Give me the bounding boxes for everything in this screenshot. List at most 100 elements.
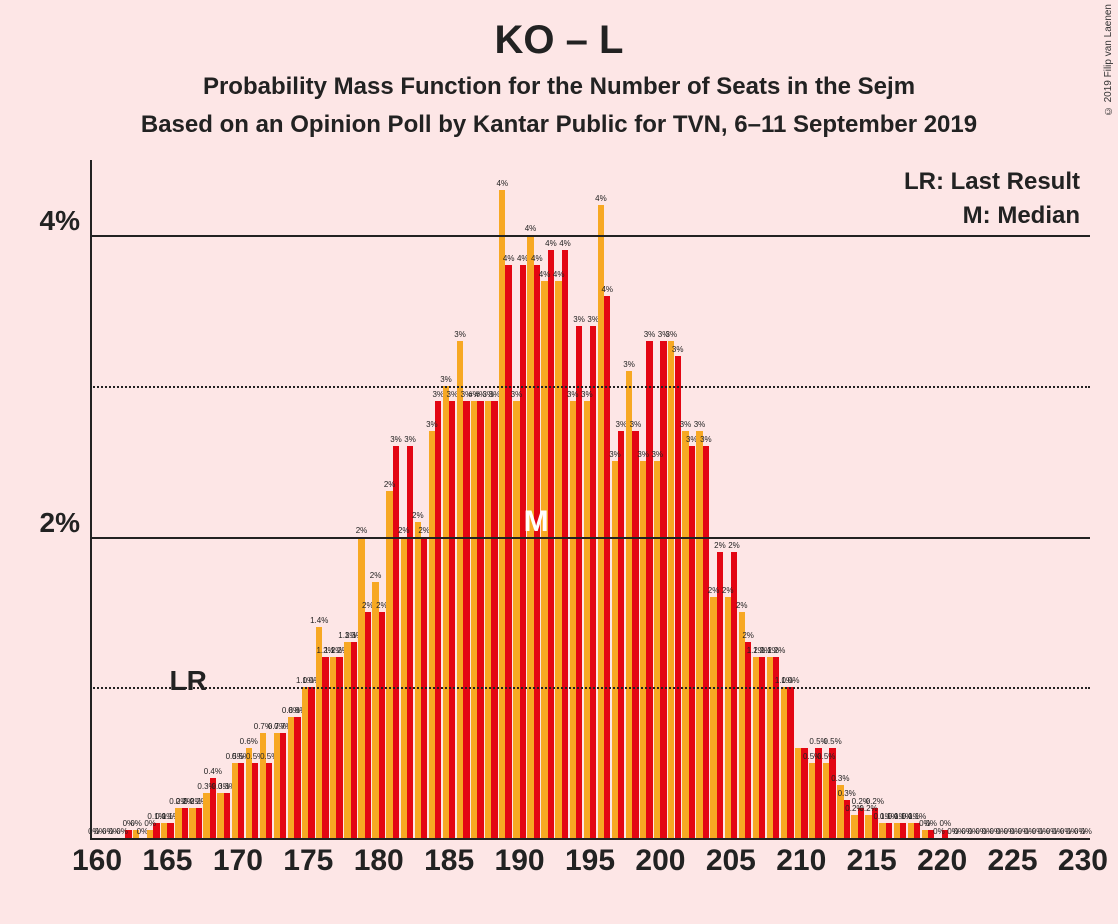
bar-series-b [463, 401, 469, 838]
bar-series-b [196, 808, 202, 838]
bar-series-b [660, 341, 666, 838]
bar-series-b [238, 763, 244, 838]
bar-series-b [280, 733, 286, 838]
bar-series-b [632, 431, 638, 838]
x-tick-label: 190 [495, 844, 545, 878]
bar-series-b [815, 748, 821, 838]
bar-series-b [505, 265, 511, 838]
bar-value-label: 1.0% [775, 676, 805, 685]
x-tick-label: 215 [847, 844, 897, 878]
gridline-major [90, 537, 1090, 539]
bar-series-b [351, 642, 357, 838]
chart-title: KO – L [0, 18, 1118, 63]
bar-series-b [787, 687, 793, 838]
bar-series-b [534, 265, 540, 838]
bar-value-label: 4% [592, 285, 622, 294]
x-tick-label: 205 [706, 844, 756, 878]
bar-value-label: 4% [550, 239, 580, 248]
copyright-text: © 2019 Filip van Laenen [1103, 4, 1114, 116]
bar-value-label: 3% [614, 360, 644, 369]
bar-value-label: 0.4% [198, 767, 228, 776]
x-tick-label: 170 [213, 844, 263, 878]
gridline-major [90, 235, 1090, 237]
bar-series-b [393, 446, 399, 838]
y-tick-label: 4% [20, 205, 80, 237]
bar-series-b [886, 823, 892, 838]
x-tick-label: 210 [776, 844, 826, 878]
bar-series-b [365, 612, 371, 838]
x-axis [90, 838, 1090, 840]
bar-series-b [759, 657, 765, 838]
bar-series-b [266, 763, 272, 838]
bar-series-b [294, 717, 300, 838]
bar-value-label: 4% [544, 270, 574, 279]
bar-series-b [590, 326, 596, 838]
bar-value-label: 0.2% [860, 797, 890, 806]
bar-series-b [322, 657, 328, 838]
bar-value-label: 4% [487, 179, 517, 188]
gridline-minor [90, 687, 1090, 689]
x-tick-label: 160 [72, 844, 122, 878]
bar-series-b [689, 446, 695, 838]
bar-series-b [477, 401, 483, 838]
x-tick-label: 175 [283, 844, 333, 878]
x-tick-label: 165 [142, 844, 192, 878]
bar-value-label: 0.5% [811, 752, 841, 761]
bar-series-b [520, 265, 526, 838]
bar-series-b [801, 748, 807, 838]
titles: KO – L Probability Mass Function for the… [0, 0, 1118, 139]
bar-value-label: 4% [586, 194, 616, 203]
bar-series-b [576, 326, 582, 838]
x-tick-label: 195 [565, 844, 615, 878]
bar-value-label: 2% [719, 541, 749, 550]
bar-series-b [604, 296, 610, 838]
bar-value-label: 3% [663, 345, 693, 354]
gridline-minor [90, 386, 1090, 388]
x-tick-label: 200 [635, 844, 685, 878]
x-axis-labels: 1601651701751801851901952002052102152202… [90, 844, 1090, 894]
bar-value-label: 3% [395, 435, 425, 444]
bar-series-b [745, 642, 751, 838]
bar-value-label: 1.4% [304, 616, 334, 625]
bar-series-b [548, 250, 554, 838]
bar-series-b [182, 808, 188, 838]
chart-area: LR: Last Result M: Median 0%0%0%0%0%0%0%… [90, 160, 1090, 840]
bar-value-label: 2% [727, 601, 757, 610]
bar-series-b [379, 612, 385, 838]
bar-value-label: 0% [1071, 827, 1101, 836]
bar-series-b [252, 763, 258, 838]
bar-value-label: 1.2% [761, 646, 791, 655]
bar-value-label: 4% [515, 224, 545, 233]
chart-subtitle-1: Probability Mass Function for the Number… [0, 73, 1118, 101]
annotation-median: M [524, 505, 549, 539]
bar-series-b [167, 823, 173, 838]
bar-value-label: 2% [375, 480, 405, 489]
chart-subtitle-2: Based on an Opinion Poll by Kantar Publi… [0, 111, 1118, 139]
annotation-lr: LR [170, 665, 207, 697]
bar-value-label: 3% [685, 420, 715, 429]
bar-series-b [703, 446, 709, 838]
bar-value-label: 3% [656, 330, 686, 339]
bar-series-b [618, 431, 624, 838]
bar-series-b [646, 341, 652, 838]
bar-series-b [449, 401, 455, 838]
bar-series-b [435, 401, 441, 838]
x-tick-label: 220 [917, 844, 967, 878]
bar-value-label: 3% [691, 435, 721, 444]
bar-series-b [308, 687, 314, 838]
x-tick-label: 230 [1058, 844, 1108, 878]
bar-series-b [224, 793, 230, 838]
bar-series-b [562, 250, 568, 838]
x-tick-label: 180 [354, 844, 404, 878]
bar-value-label: 0.3% [825, 774, 855, 783]
bar-series-b [491, 401, 497, 838]
x-tick-label: 185 [424, 844, 474, 878]
bars-container: 0%0%0%0%0%0%0%0%0%0.1%0.1%0.1%0.2%0.2%0.… [90, 160, 1090, 838]
bar-value-label: 2% [713, 586, 743, 595]
bar-series-b [900, 823, 906, 838]
bar-series-b [336, 657, 342, 838]
bar-value-label: 2% [733, 631, 763, 640]
bar-series-b [407, 446, 413, 838]
bar-value-label: 3% [445, 330, 475, 339]
bar-value-label: 2% [346, 526, 376, 535]
